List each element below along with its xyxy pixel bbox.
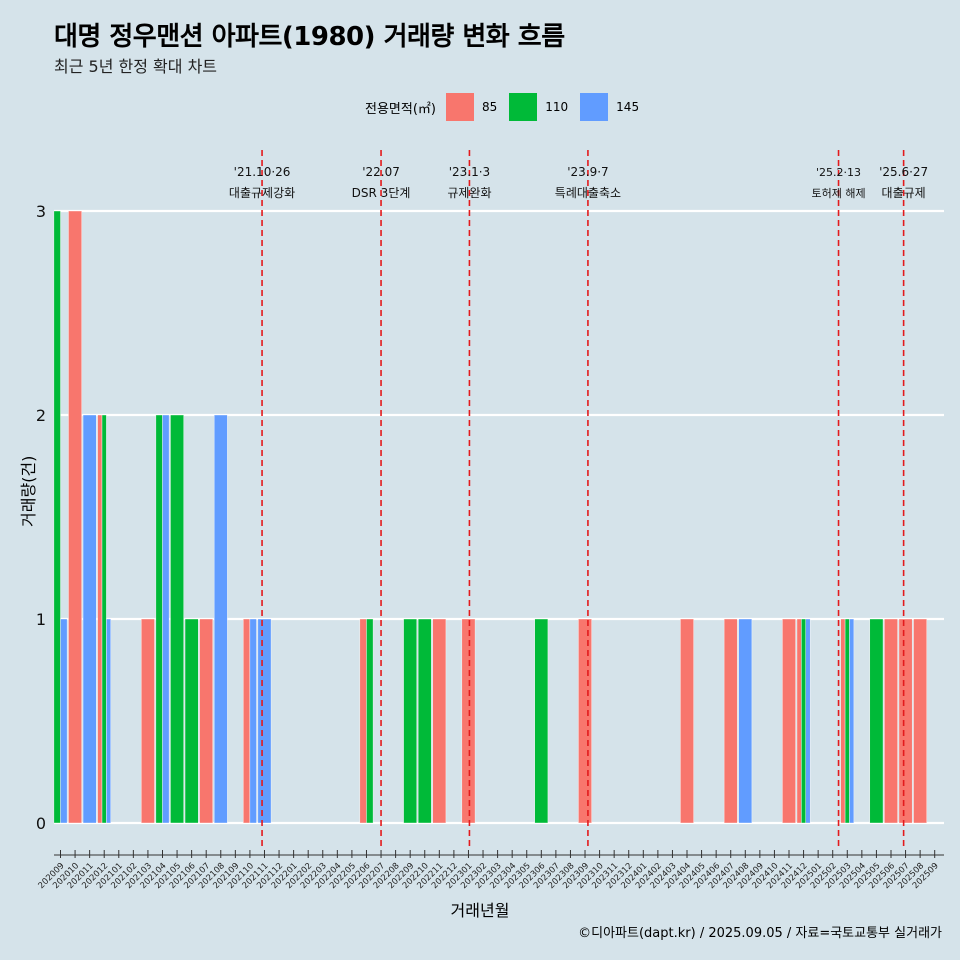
bar-202210-110 [417, 618, 432, 824]
bar-202412-85 [796, 618, 802, 824]
y-tick-label-2: 2 [36, 406, 46, 425]
bar-202309-85 [578, 618, 592, 824]
bar-202206-110 [366, 618, 374, 824]
bar-202010-85 [68, 210, 82, 824]
bar-202408-145 [738, 618, 753, 824]
y-tick-label-3: 3 [36, 202, 46, 221]
bar-202306-110 [534, 618, 549, 824]
bar-202106-110 [184, 618, 199, 824]
event-name-label-4: 토허제 해제 [811, 186, 865, 200]
event-date-label-5: '25.6·27 [879, 165, 928, 179]
bar-202503-85 [840, 618, 846, 824]
event-name-label-2: 규제완화 [447, 186, 491, 200]
event-name-label-1: DSR 3단계 [352, 186, 411, 200]
bar-202110-145 [249, 618, 257, 824]
bar-202505-110 [869, 618, 884, 824]
legend-label-145: 145 [616, 100, 640, 114]
bar-202105-110 [170, 414, 184, 824]
bar-202503-145 [849, 618, 855, 824]
legend: 전용면적(㎡) 85 110 145 [365, 93, 651, 121]
bar-202412-110 [801, 618, 806, 824]
legend-swatch-110 [509, 93, 538, 121]
event-date-label-0: '21.10·26 [234, 165, 291, 179]
bar-202506-85 [884, 618, 898, 824]
bar-202012-110 [101, 414, 107, 824]
y-tick-label-1: 1 [36, 610, 46, 629]
bar-202110-85 [243, 618, 251, 824]
y-axis-label: 거래량(건) [19, 455, 38, 527]
y-tick-label-0: 0 [36, 814, 46, 833]
bar-202211-85 [432, 618, 447, 824]
event-date-label-4: '25.2·13 [816, 166, 861, 179]
bar-202011-145 [82, 414, 97, 824]
bar-202407-85 [723, 618, 738, 824]
event-name-label-5: 대출규제 [882, 186, 926, 200]
event-date-label-1: '22.07 [362, 165, 400, 179]
event-name-label-3: 특례대출축소 [555, 186, 621, 200]
event-name-label-0: 대출규제강화 [229, 186, 295, 200]
bar-202111-145 [257, 618, 272, 824]
bar-202503-110 [844, 618, 850, 824]
bar-202209-110 [403, 618, 417, 824]
legend-item-85: 85 [445, 93, 501, 121]
bar-202412-145 [805, 618, 811, 824]
bar-202301-85 [461, 618, 476, 824]
bar-202507-85 [898, 618, 913, 824]
bar-202107-85 [199, 618, 214, 824]
bar-202404-85 [680, 618, 694, 824]
bar-202012-85 [97, 414, 103, 824]
event-date-label-3: '23.9·7 [567, 165, 608, 179]
bar-202104-145 [162, 414, 170, 824]
legend-title: 전용면적(㎡) [365, 101, 436, 117]
legend-label-85: 85 [481, 100, 498, 114]
source-caption: ©디아파트(dapt.kr) / 2025.09.05 / 자료=국토교통부 실… [578, 926, 942, 941]
bar-202009-110 [53, 210, 61, 824]
bar-202508-85 [913, 618, 927, 824]
legend-item-145: 145 [580, 93, 643, 121]
chart-subtitle: 최근 5년 한정 확대 차트 [54, 57, 218, 76]
bar-202108-145 [213, 414, 228, 824]
legend-swatch-145 [580, 93, 609, 121]
bar-202012-145 [106, 618, 112, 824]
bar-202104-110 [155, 414, 163, 824]
legend-swatch-85 [445, 93, 474, 121]
bar-202411-85 [782, 618, 796, 824]
legend-item-110: 110 [509, 93, 572, 121]
chart-title: 대명 정우맨션 아파트(1980) 거래량 변화 흐름 [54, 22, 565, 52]
bar-202009-145 [60, 618, 68, 824]
bar-202206-85 [359, 618, 367, 824]
x-axis-label: 거래년월 [450, 901, 510, 920]
legend-label-110: 110 [545, 100, 569, 114]
event-date-label-2: '23.1·3 [449, 165, 490, 179]
bar-202103-85 [141, 618, 155, 824]
